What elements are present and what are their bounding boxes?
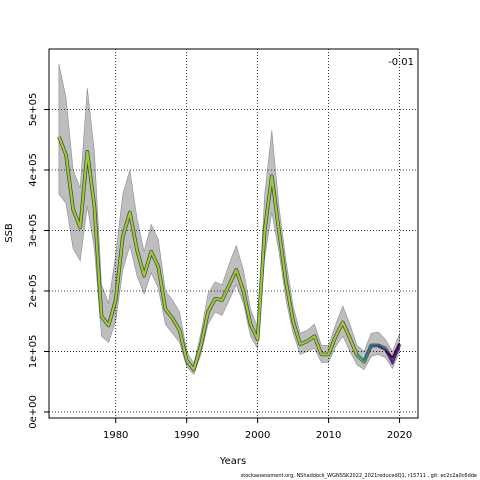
footer-credit: stockassessment.org, NShaddock_WGNSSK202… bbox=[240, 473, 477, 479]
confidence-band bbox=[58, 64, 400, 375]
plot-frame bbox=[48, 48, 419, 419]
y-tick-label: 1e+05 bbox=[28, 335, 39, 369]
ssb-lines bbox=[57, 136, 402, 372]
y-tick-label: 3e+05 bbox=[28, 214, 39, 248]
axes: 1980 1990 2000 2010 2020 0e+00 1e+05 2e+05 3e+05… bbox=[28, 93, 412, 441]
x-tick-label: 1980 bbox=[103, 430, 128, 441]
y-tick-label: 2e+05 bbox=[28, 274, 39, 308]
corner-annotation: -0.01 bbox=[388, 57, 414, 68]
y-tick-label: 5e+05 bbox=[28, 93, 39, 127]
x-tick-label: 2000 bbox=[245, 430, 270, 441]
x-tick-label: 2020 bbox=[387, 430, 412, 441]
y-axis-label: SSB bbox=[4, 223, 15, 243]
x-tick-label: 2010 bbox=[316, 430, 341, 441]
retro-peel-line bbox=[377, 345, 401, 365]
confidence-band-area bbox=[58, 64, 400, 375]
retro-peel-line bbox=[384, 343, 401, 359]
x-tick-label: 1990 bbox=[174, 430, 199, 441]
y-tick-label: 4e+05 bbox=[28, 153, 39, 187]
x-axis-label: Years bbox=[219, 456, 246, 467]
estimate-line bbox=[57, 136, 401, 371]
y-tick-label: 0e+00 bbox=[28, 395, 39, 429]
